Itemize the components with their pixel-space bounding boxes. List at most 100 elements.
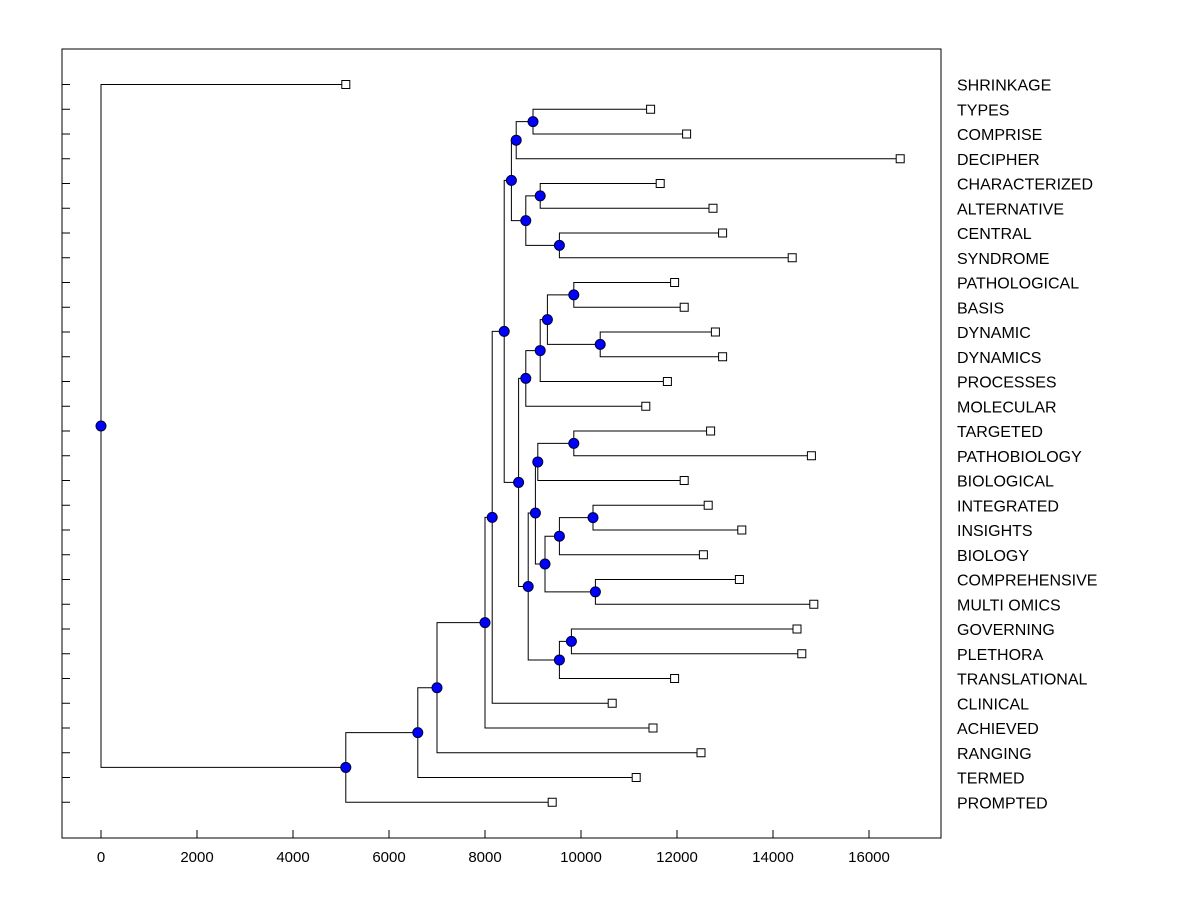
leaf-label: DECIPHER	[957, 152, 1040, 169]
merge-node	[532, 456, 544, 468]
merge-node	[522, 580, 534, 592]
x-tick-label: 14000	[752, 849, 794, 866]
merge-node	[534, 345, 546, 357]
merge-node	[568, 289, 580, 301]
leaf-label: INSIGHTS	[957, 523, 1033, 540]
branch	[417, 687, 437, 733]
leaf-marker	[734, 575, 744, 584]
branch	[436, 622, 485, 688]
merge-node	[479, 617, 491, 629]
leaf-marker	[792, 624, 802, 634]
leaf-marker	[631, 773, 641, 782]
merge-node	[340, 761, 352, 773]
branch	[558, 659, 675, 679]
branch	[515, 140, 901, 160]
merge-nodes	[95, 116, 606, 773]
merge-node	[513, 476, 525, 488]
leaf-label: TYPES	[957, 102, 1009, 119]
leaf-label: SYNDROME	[957, 251, 1049, 268]
branch	[436, 687, 701, 754]
merge-node	[589, 586, 601, 598]
branch	[537, 461, 685, 481]
leaf-label: COMPREHENSIVE	[957, 573, 1097, 590]
merge-node	[534, 190, 546, 202]
leaf-label: BASIS	[957, 300, 1004, 317]
merge-node	[520, 215, 532, 227]
branch	[539, 350, 668, 382]
leaf-marker	[655, 179, 665, 188]
leaf-marker	[797, 649, 807, 659]
branch	[558, 536, 704, 556]
leaf-marker	[662, 377, 672, 386]
leaf-markers	[341, 80, 905, 807]
leaf-marker	[737, 525, 747, 535]
leaf-marker	[718, 352, 728, 362]
leaf-label: PLETHORA	[957, 647, 1044, 664]
leaf-marker	[670, 278, 680, 287]
branch	[100, 425, 346, 768]
branch	[345, 732, 418, 768]
plot-frame	[61, 48, 942, 839]
leaf-label: MULTI OMICS	[957, 597, 1061, 614]
leaf-label: BIOLOGY	[957, 548, 1029, 565]
leaf-label: DYNAMICS	[957, 350, 1041, 367]
x-tick-label: 4000	[276, 849, 309, 866]
branch	[525, 220, 560, 246]
leaf-label: TARGETED	[957, 424, 1043, 441]
leaf-marker	[679, 476, 689, 485]
branch	[544, 564, 596, 593]
merge-node	[412, 727, 424, 739]
merge-node	[539, 558, 551, 570]
x-tick-label: 6000	[372, 849, 405, 866]
leaf-label: DYNAMIC	[957, 325, 1031, 342]
merge-node	[505, 174, 517, 186]
branch	[537, 442, 574, 462]
leaf-marker	[648, 723, 658, 733]
leaf-marker	[787, 253, 797, 263]
leaf-marker	[679, 302, 689, 312]
merge-node	[95, 420, 107, 432]
branch	[546, 319, 601, 345]
merge-node	[587, 512, 599, 524]
leaf-marker	[341, 80, 351, 89]
y-ticks	[62, 84, 70, 803]
merge-node	[594, 338, 606, 350]
merge-node	[520, 372, 532, 384]
merge-node	[529, 507, 541, 519]
leaf-marker	[670, 674, 680, 683]
merge-node	[565, 635, 577, 647]
branches	[100, 84, 901, 803]
leaf-label: PATHOBIOLOGY	[957, 449, 1082, 466]
leaf-label: TRANSLATIONAL	[957, 672, 1088, 689]
leaf-label: INTEGRATED	[957, 498, 1059, 515]
x-tick-label: 16000	[848, 849, 890, 866]
leaf-label: MOLECULAR	[957, 399, 1057, 416]
leaf-label: TERMED	[957, 771, 1025, 788]
branch	[100, 84, 346, 426]
leaf-marker	[708, 203, 718, 213]
leaf-label: CHARACTERIZED	[957, 177, 1093, 194]
merge-node	[553, 530, 565, 542]
leaf-marker	[698, 550, 708, 560]
merge-node	[541, 314, 553, 326]
merge-node	[431, 682, 443, 694]
leaf-marker	[547, 797, 557, 807]
x-ticks: 0 2000 4000 6000 8000 10000 12000 14000 16000	[97, 830, 890, 866]
merge-node	[553, 239, 565, 251]
merge-node	[510, 134, 522, 146]
leaf-label: PROCESSES	[957, 375, 1057, 392]
leaf-marker	[710, 327, 720, 337]
x-tick-label: 0	[97, 849, 105, 866]
leaf-label: COMPRISE	[957, 127, 1042, 144]
x-tick-label: 2000	[180, 849, 213, 866]
branch	[525, 378, 646, 407]
branch	[546, 294, 574, 320]
leaf-marker	[718, 228, 728, 238]
leaf-marker	[806, 451, 816, 461]
leaf-marker	[646, 104, 656, 114]
merge-node	[568, 437, 580, 449]
branch	[527, 586, 560, 661]
branch	[345, 767, 553, 803]
leaf-labels: SHRINKAGE TYPES COMPRISE DECIPHER CHARACTERI…	[957, 78, 1097, 813]
